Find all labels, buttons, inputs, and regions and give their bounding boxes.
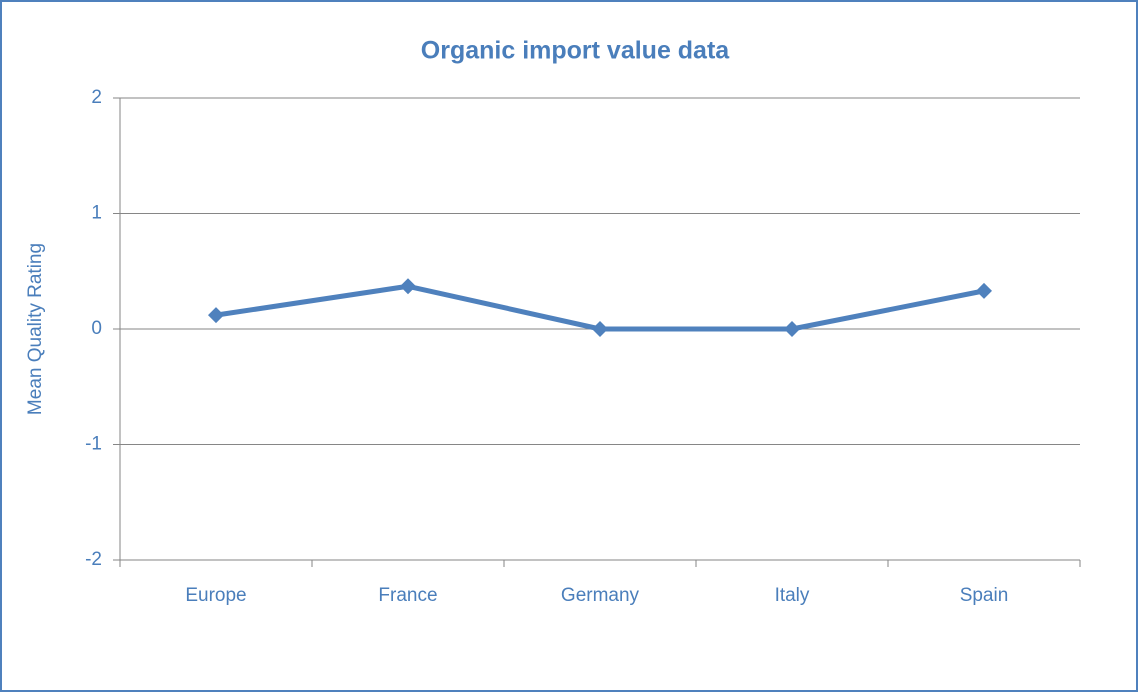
- x-tick-label: Germany: [561, 585, 640, 606]
- x-tick-label: France: [378, 585, 437, 606]
- x-tick-label: Italy: [775, 585, 810, 606]
- x-tick-label: Spain: [960, 585, 1009, 606]
- marker: [400, 278, 416, 295]
- y-tick-label: 2: [91, 87, 102, 108]
- marker: [976, 282, 992, 299]
- x-tick-label: Europe: [185, 585, 246, 606]
- marker: [208, 307, 224, 324]
- marker: [784, 321, 800, 337]
- y-tick-label: -2: [85, 549, 102, 570]
- y-tick-label: 0: [91, 318, 102, 339]
- y-axis-label: Mean Quality Rating: [25, 243, 46, 415]
- marker: [592, 321, 608, 337]
- y-tick-label: -1: [85, 434, 102, 455]
- y-tick-label: 1: [91, 203, 102, 224]
- chart-title: Organic import value data: [421, 37, 731, 65]
